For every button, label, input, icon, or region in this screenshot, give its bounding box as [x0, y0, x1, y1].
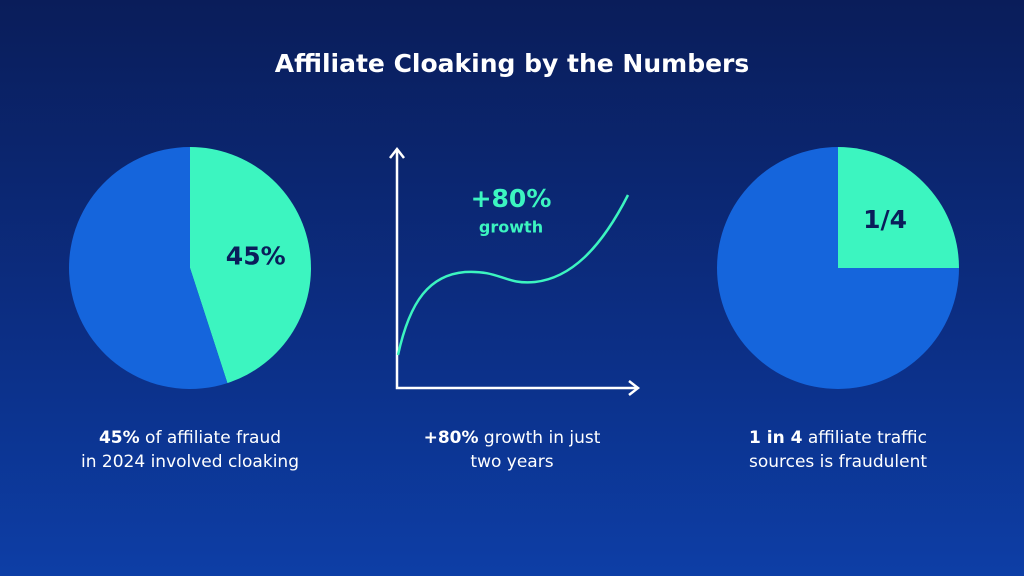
caption-text: in 2024 involved cloaking	[81, 452, 299, 472]
arrow-head	[389, 146, 405, 159]
caption-text: of affiliate fraud	[145, 428, 282, 448]
growth-label: +80%	[471, 184, 552, 213]
caption-bold: 45%	[98, 428, 140, 448]
pie-slice	[838, 147, 959, 268]
caption-text: affiliate traffic	[807, 428, 927, 448]
caption-text: sources is fraudulent	[748, 452, 928, 472]
growth-curve	[396, 194, 630, 356]
pie-slice	[717, 147, 959, 389]
title: Affiliate Cloaking by the Numbers	[275, 49, 750, 78]
caption-text: growth in just	[483, 428, 601, 448]
pie-slice	[190, 147, 311, 384]
arrow-head	[628, 380, 641, 396]
growth-illustration: +80% growth	[389, 146, 641, 396]
growth-sublabel: growth	[479, 218, 543, 237]
caption: 1 in 4 affiliate traffic sources is fraud…	[688, 426, 988, 474]
caption: 45% of affiliate fraud in 2024 involved c…	[40, 426, 340, 474]
slice-label: 45%	[226, 242, 286, 271]
pie-slice	[68, 147, 228, 390]
caption-bold: 1 in 4	[749, 428, 803, 448]
caption: +80% growth in just two years	[362, 426, 662, 474]
axes	[395, 150, 638, 390]
slice-label: 1/4	[863, 205, 907, 234]
caption-bold: +80%	[423, 428, 479, 448]
caption-text: two years	[470, 452, 554, 472]
